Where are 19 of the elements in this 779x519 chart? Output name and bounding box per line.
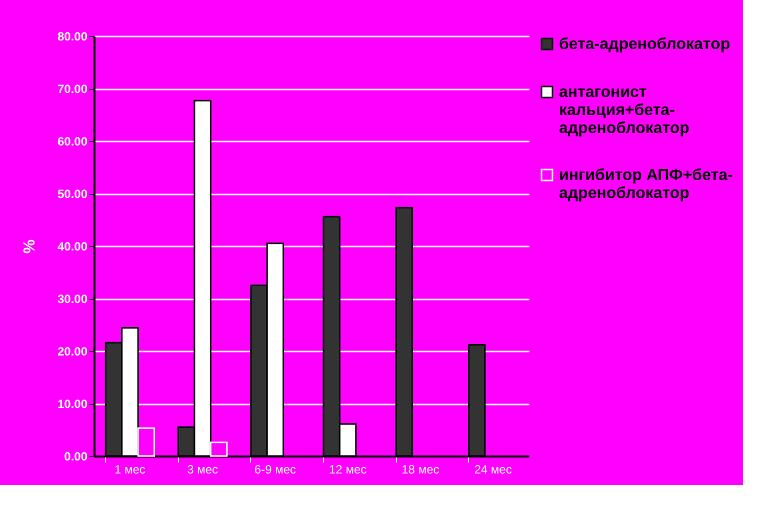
y-tick-label: 40.00 [57, 240, 88, 254]
y-tick-label: 30.00 [57, 292, 88, 306]
legend-label: ингибитор АПФ+бета-адреноблокатор [559, 167, 733, 202]
y-tick-label: 0.00 [64, 450, 88, 464]
y-tick-label: 60.00 [57, 134, 88, 148]
y-tick-label: 50.00 [57, 187, 88, 201]
y-tick-label: 80.00 [57, 30, 88, 44]
legend-label: бета-адреноблокатор [559, 36, 730, 53]
legend-label: антагонист кальция+бета-адреноблокатор [559, 84, 690, 137]
x-tick-label: 3 мес [187, 462, 218, 476]
x-tick-label: 24 мес [474, 462, 512, 476]
x-tick-label: 1 мес [114, 462, 146, 476]
x-tick-label: 6-9 мес [254, 462, 296, 476]
y-tick-label: 70.00 [57, 82, 88, 96]
y-tick-label: 10.00 [57, 397, 88, 411]
y-axis-title: % [21, 239, 38, 254]
x-tick-label: 18 мес [402, 462, 440, 476]
x-tick-label: 12 мес [329, 462, 367, 476]
y-tick-label: 20.00 [57, 344, 88, 358]
